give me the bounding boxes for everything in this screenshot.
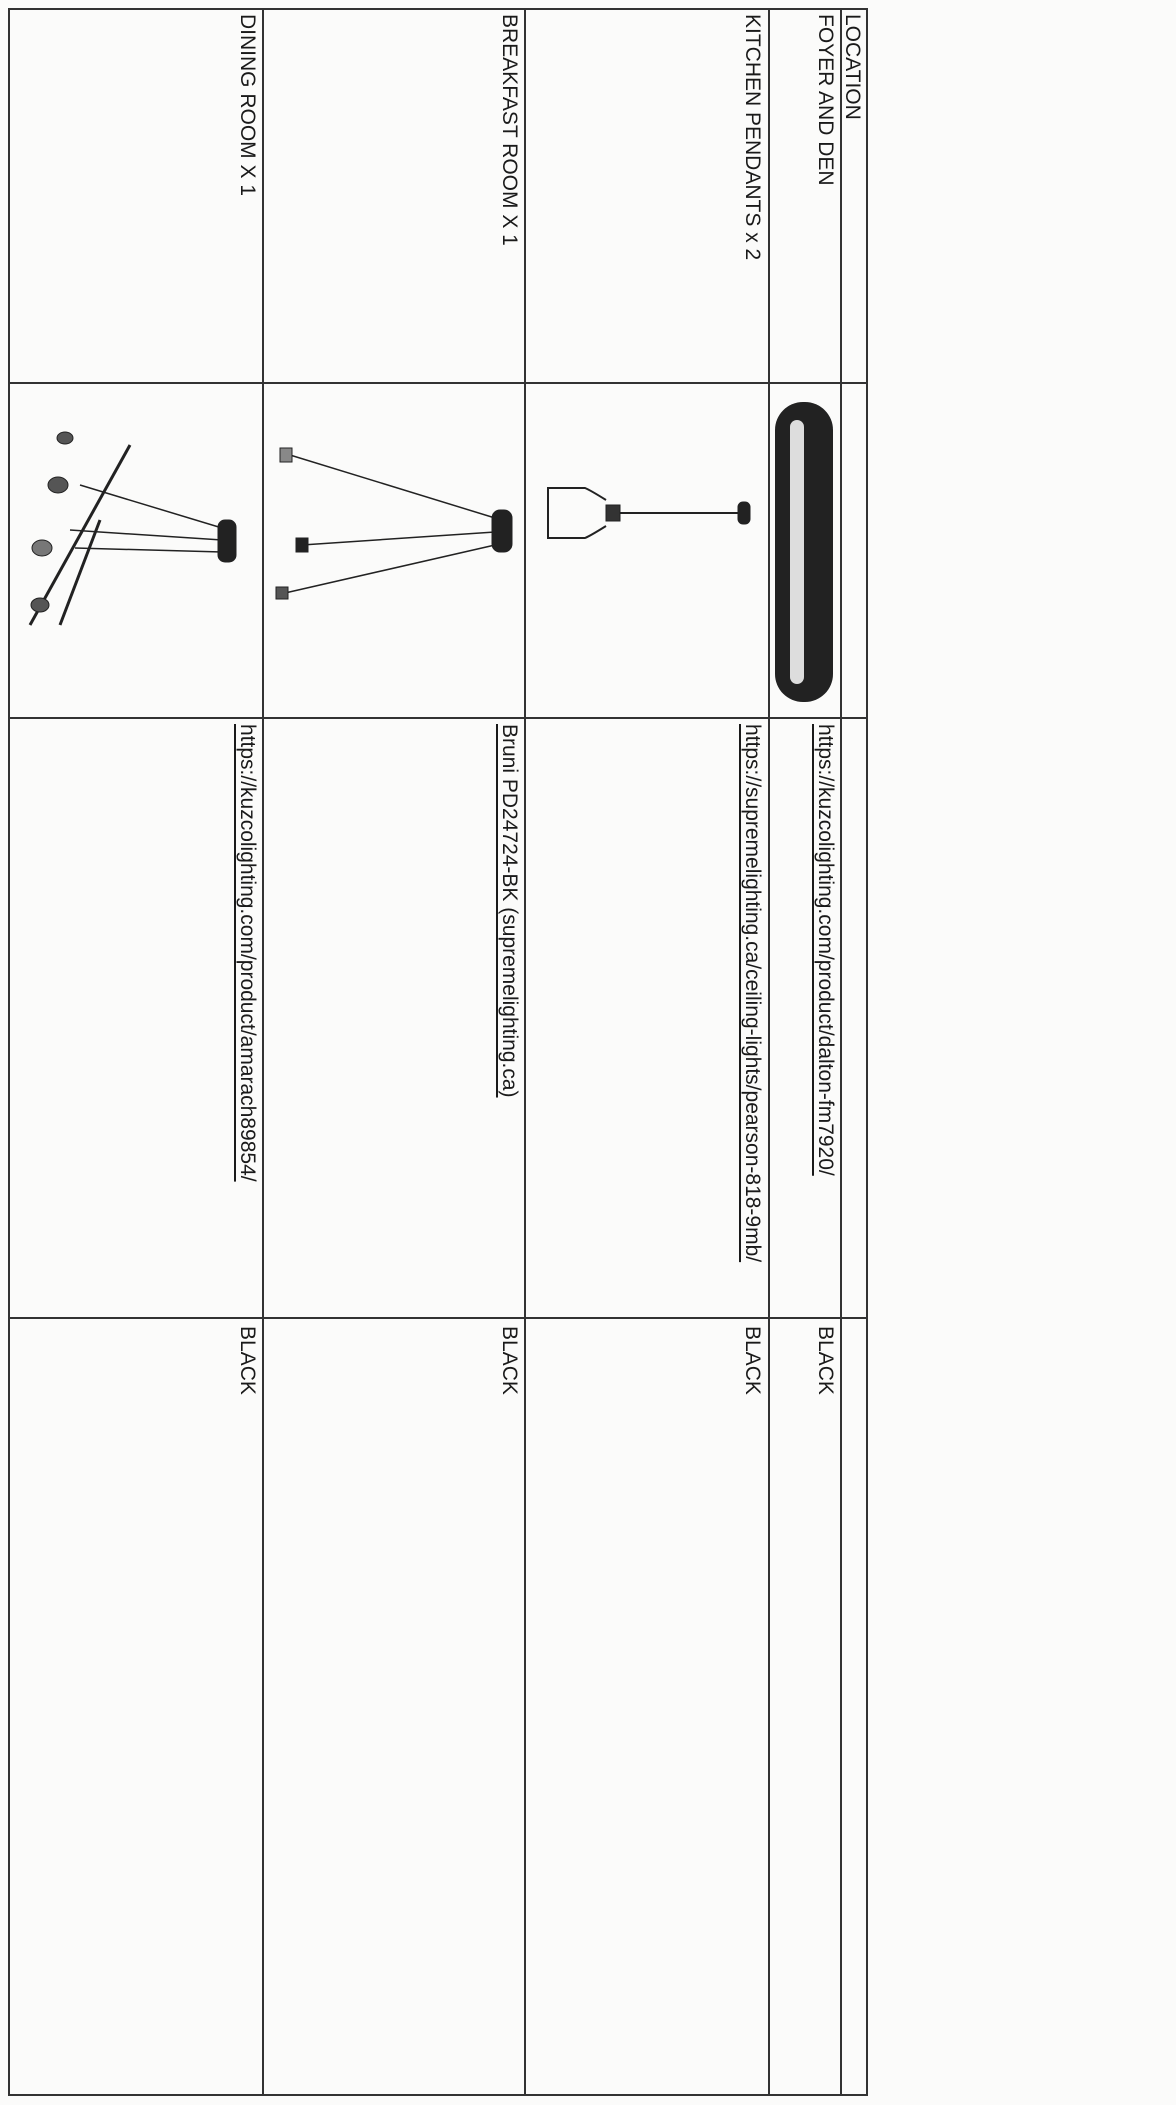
- row-line: [524, 8, 526, 2096]
- column-line: [8, 717, 868, 719]
- color: BLACK: [498, 1326, 521, 1395]
- table-border: [8, 8, 10, 2096]
- location: FOYER AND DEN: [814, 14, 837, 186]
- product-link[interactable]: https://kuzcolighting.com/product/dalton…: [814, 724, 837, 1176]
- table-border: [8, 8, 868, 10]
- product-link[interactable]: https://kuzcolighting.com/product/amarac…: [236, 724, 259, 1182]
- row-line: [262, 8, 264, 2096]
- chandelier-fixture: [275, 447, 513, 600]
- table-border: [8, 2094, 868, 2096]
- pendant-fixture: [547, 487, 751, 539]
- header-location: LOCATION: [841, 14, 864, 120]
- branch-fixture: [28, 431, 237, 626]
- table-border: [866, 8, 868, 2096]
- location: KITCHEN PENDANTS x 2: [741, 14, 764, 261]
- drum-fixture: [775, 402, 833, 702]
- color: BLACK: [814, 1326, 837, 1395]
- column-line: [8, 1317, 868, 1319]
- row-line: [840, 8, 842, 2096]
- product-link[interactable]: Bruni PD24724-BK (supremelighting.ca): [498, 724, 521, 1098]
- column-line: [8, 382, 868, 384]
- row-line: [768, 8, 770, 2096]
- color: BLACK: [236, 1326, 259, 1395]
- product-link[interactable]: https://supremelighting.ca/ceiling-light…: [741, 724, 764, 1263]
- color: BLACK: [741, 1326, 764, 1395]
- location: BREAKFAST ROOM X 1: [498, 14, 521, 246]
- location: DINING ROOM X 1: [236, 14, 259, 197]
